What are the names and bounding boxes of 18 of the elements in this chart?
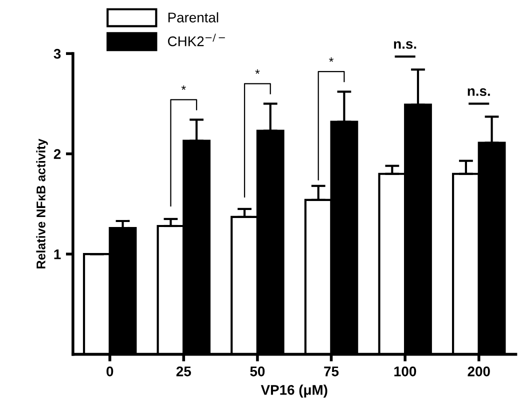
x-tick-label: 200 xyxy=(468,366,490,376)
legend-label: CHK2$^{−/−}$ xyxy=(168,34,225,46)
x-axis-title: VP16 (μM) xyxy=(260,384,328,398)
x-tick-label: 0 xyxy=(106,366,114,376)
text: n.s. xyxy=(394,41,416,49)
y-tick-label: 2 xyxy=(54,149,61,159)
x-tick-label: 75 xyxy=(324,366,339,376)
annotation: * xyxy=(255,69,260,74)
legend-label: Parental xyxy=(168,12,218,22)
annotation: n.s. xyxy=(468,88,490,96)
y-axis-title: Relative NFκB activity xyxy=(36,138,48,268)
x-tick-label: 50 xyxy=(250,366,265,376)
x-tick-label: 25 xyxy=(176,366,191,376)
annotation: * xyxy=(329,57,334,62)
y-tick-label: 1 xyxy=(54,250,61,260)
x-tick-label: 100 xyxy=(394,366,416,376)
annotation: * xyxy=(181,85,186,90)
y-tick-label: 3 xyxy=(54,48,61,59)
